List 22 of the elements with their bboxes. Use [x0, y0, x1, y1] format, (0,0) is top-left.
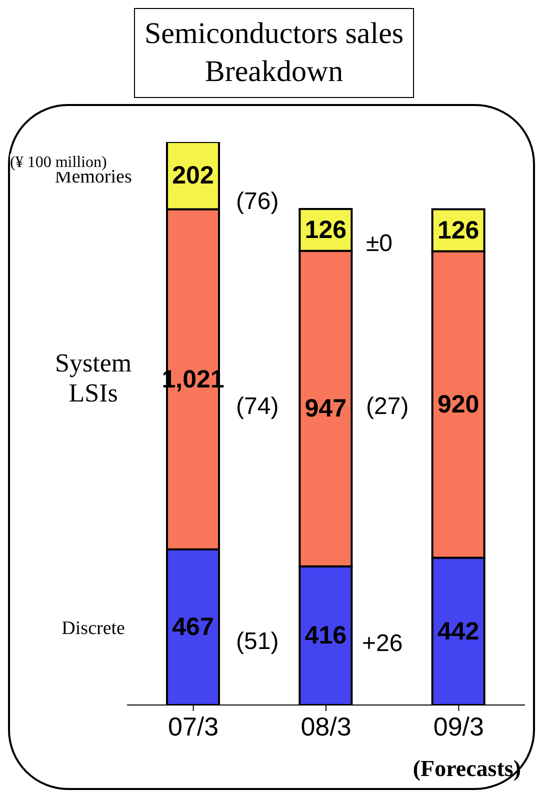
series-label: System LSIs [55, 348, 132, 408]
data-label: 947 [304, 394, 347, 423]
annotation: +26 [362, 630, 403, 658]
chart-title: Semiconductors sales Breakdown [134, 8, 414, 98]
data-label: 126 [437, 216, 480, 244]
data-label: 416 [304, 622, 347, 650]
x-tick-label: 07/3 [168, 711, 219, 742]
text: (Forecasts) [412, 756, 521, 782]
data-label: 202 [172, 162, 214, 190]
annotation: (51) [236, 628, 279, 656]
data-label: 126 [304, 216, 347, 244]
annotation: (27) [366, 393, 409, 421]
text: (¥ 100 million) [10, 154, 107, 172]
annotation: ±0 [366, 230, 393, 258]
x-tick-label: 09/3 [433, 711, 484, 742]
data-label: 442 [437, 617, 480, 646]
data-label: 467 [172, 613, 214, 642]
data-label: 920 [437, 390, 480, 419]
text: Discrete [62, 618, 125, 640]
annotation: (76) [236, 188, 279, 216]
x-tick-label: 08/3 [300, 711, 352, 742]
annotation: (74) [236, 393, 279, 421]
